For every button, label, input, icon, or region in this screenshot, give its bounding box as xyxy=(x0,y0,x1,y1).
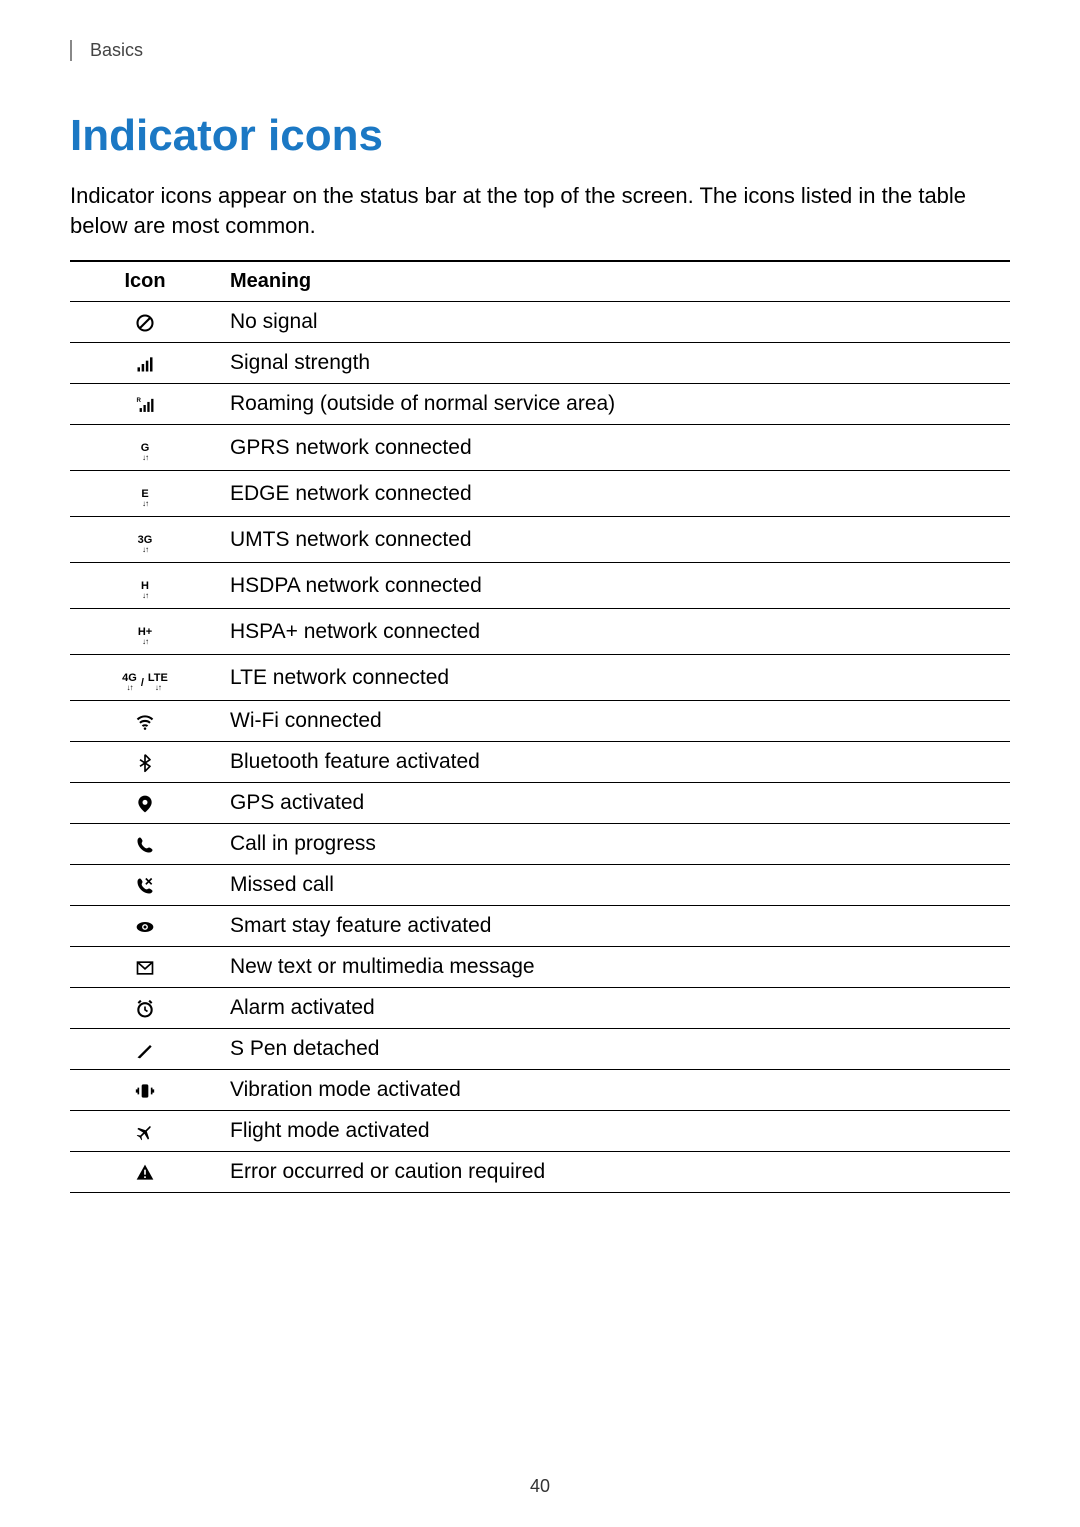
meaning-cell: Missed call xyxy=(220,865,1010,906)
icon-cell xyxy=(70,1111,220,1152)
icon-cell xyxy=(70,824,220,865)
meaning-cell: GPS activated xyxy=(220,783,1010,824)
table-row: E↓↑ EDGE network connected xyxy=(70,471,1010,517)
header-icon: Icon xyxy=(70,261,220,302)
meaning-cell: EDGE network connected xyxy=(220,471,1010,517)
icon-cell xyxy=(70,1070,220,1111)
gprs-icon: G↓↑ xyxy=(141,443,150,462)
roaming-icon: R xyxy=(135,395,155,415)
meaning-cell: No signal xyxy=(220,302,1010,343)
meaning-cell: Smart stay feature activated xyxy=(220,906,1010,947)
table-row: Bluetooth feature activated xyxy=(70,742,1010,783)
table-row: R Roaming (outside of normal service area… xyxy=(70,384,1010,425)
icon-cell xyxy=(70,906,220,947)
icon-cell: 4G↓↑/LTE↓↑ xyxy=(70,655,220,701)
error-icon xyxy=(135,1163,155,1183)
table-row: Signal strength xyxy=(70,343,1010,384)
meaning-cell: Flight mode activated xyxy=(220,1111,1010,1152)
breadcrumb: Basics xyxy=(90,40,1010,61)
icon-cell: H+↓↑ xyxy=(70,609,220,655)
meaning-cell: Signal strength xyxy=(220,343,1010,384)
table-row: Error occurred or caution required xyxy=(70,1152,1010,1193)
umts-icon: 3G↓↑ xyxy=(138,535,153,554)
meaning-cell: Alarm activated xyxy=(220,988,1010,1029)
svg-text:R: R xyxy=(137,397,142,404)
table-row: H+↓↑ HSPA+ network connected xyxy=(70,609,1010,655)
table-row: H↓↑ HSDPA network connected xyxy=(70,563,1010,609)
icon-cell xyxy=(70,302,220,343)
vibration-icon xyxy=(135,1081,155,1101)
icon-cell xyxy=(70,783,220,824)
intro-text: Indicator icons appear on the status bar… xyxy=(70,181,1010,240)
table-row: GPS activated xyxy=(70,783,1010,824)
icon-cell xyxy=(70,343,220,384)
table-row: 3G↓↑ UMTS network connected xyxy=(70,517,1010,563)
icon-cell xyxy=(70,742,220,783)
icon-table: Icon Meaning No signalSignal strength R Ro… xyxy=(70,260,1010,1193)
hsdpa-icon: H↓↑ xyxy=(141,581,149,600)
table-row: G↓↑ GPRS network connected xyxy=(70,425,1010,471)
header-meaning: Meaning xyxy=(220,261,1010,302)
table-row: Vibration mode activated xyxy=(70,1070,1010,1111)
table-row: Call in progress xyxy=(70,824,1010,865)
table-row: Wi-Fi connected xyxy=(70,701,1010,742)
icon-cell: G↓↑ xyxy=(70,425,220,471)
icon-cell: E↓↑ xyxy=(70,471,220,517)
header-bar: Basics xyxy=(70,40,1010,61)
meaning-cell: S Pen detached xyxy=(220,1029,1010,1070)
meaning-cell: Bluetooth feature activated xyxy=(220,742,1010,783)
table-row: Alarm activated xyxy=(70,988,1010,1029)
table-row: Smart stay feature activated xyxy=(70,906,1010,947)
icon-cell: H↓↑ xyxy=(70,563,220,609)
icon-cell: R xyxy=(70,384,220,425)
call-icon xyxy=(135,835,155,855)
table-row: Flight mode activated xyxy=(70,1111,1010,1152)
icon-cell xyxy=(70,701,220,742)
page: Basics Indicator icons Indicator icons a… xyxy=(0,0,1080,1527)
table-row: New text or multimedia message xyxy=(70,947,1010,988)
meaning-cell: Wi-Fi connected xyxy=(220,701,1010,742)
flight-icon xyxy=(135,1122,155,1142)
icon-cell xyxy=(70,865,220,906)
table-header-row: Icon Meaning xyxy=(70,261,1010,302)
meaning-cell: Error occurred or caution required xyxy=(220,1152,1010,1193)
meaning-cell: HSDPA network connected xyxy=(220,563,1010,609)
meaning-cell: Call in progress xyxy=(220,824,1010,865)
meaning-cell: UMTS network connected xyxy=(220,517,1010,563)
table-row: S Pen detached xyxy=(70,1029,1010,1070)
icon-cell: 3G↓↑ xyxy=(70,517,220,563)
meaning-cell: Roaming (outside of normal service area) xyxy=(220,384,1010,425)
table-row: No signal xyxy=(70,302,1010,343)
meaning-cell: New text or multimedia message xyxy=(220,947,1010,988)
table-row: Missed call xyxy=(70,865,1010,906)
meaning-cell: LTE network connected xyxy=(220,655,1010,701)
lte-icon: 4G↓↑/LTE↓↑ xyxy=(122,673,168,692)
meaning-cell: GPRS network connected xyxy=(220,425,1010,471)
missed-icon xyxy=(135,876,155,896)
page-title: Indicator icons xyxy=(70,111,1010,161)
spen-icon xyxy=(135,1040,155,1060)
bluetooth-icon xyxy=(135,753,155,773)
no-signal-icon xyxy=(135,313,155,333)
hspap-icon: H+↓↑ xyxy=(138,627,152,646)
icon-cell xyxy=(70,988,220,1029)
icon-cell xyxy=(70,1029,220,1070)
gps-icon xyxy=(135,794,155,814)
meaning-cell: HSPA+ network connected xyxy=(220,609,1010,655)
icon-cell xyxy=(70,1152,220,1193)
smartstay-icon xyxy=(135,917,155,937)
icon-cell xyxy=(70,947,220,988)
wifi-icon xyxy=(135,712,155,732)
table-row: 4G↓↑/LTE↓↑ LTE network connected xyxy=(70,655,1010,701)
signal-icon xyxy=(135,354,155,374)
alarm-icon xyxy=(135,999,155,1019)
meaning-cell: Vibration mode activated xyxy=(220,1070,1010,1111)
message-icon xyxy=(135,958,155,978)
page-number: 40 xyxy=(0,1476,1080,1497)
edge-icon: E↓↑ xyxy=(141,489,148,508)
